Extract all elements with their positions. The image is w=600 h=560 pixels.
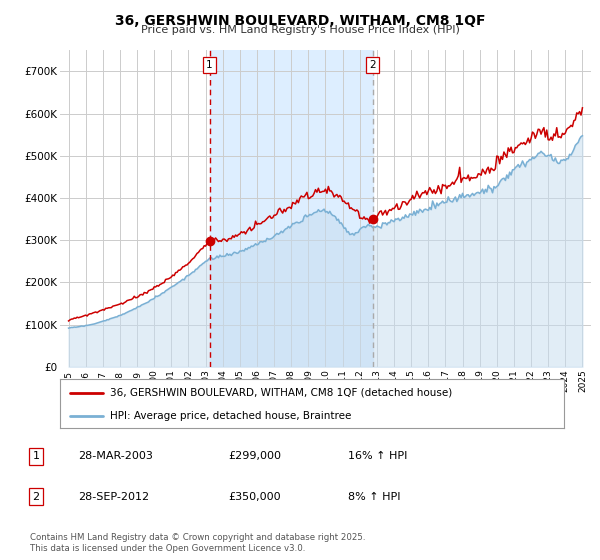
Text: 36, GERSHWIN BOULEVARD, WITHAM, CM8 1QF (detached house): 36, GERSHWIN BOULEVARD, WITHAM, CM8 1QF …: [110, 388, 452, 398]
Text: 8% ↑ HPI: 8% ↑ HPI: [348, 492, 401, 502]
Text: 28-MAR-2003: 28-MAR-2003: [78, 451, 153, 461]
Text: 1: 1: [32, 451, 40, 461]
Text: 2: 2: [369, 59, 376, 69]
Text: Price paid vs. HM Land Registry's House Price Index (HPI): Price paid vs. HM Land Registry's House …: [140, 25, 460, 35]
Text: Contains HM Land Registry data © Crown copyright and database right 2025.
This d: Contains HM Land Registry data © Crown c…: [30, 533, 365, 553]
Text: 36, GERSHWIN BOULEVARD, WITHAM, CM8 1QF: 36, GERSHWIN BOULEVARD, WITHAM, CM8 1QF: [115, 14, 485, 28]
Text: 2: 2: [32, 492, 40, 502]
Bar: [209, 50, 373, 367]
Text: 28-SEP-2012: 28-SEP-2012: [78, 492, 149, 502]
Text: 1: 1: [206, 59, 213, 69]
Text: HPI: Average price, detached house, Braintree: HPI: Average price, detached house, Brai…: [110, 411, 352, 421]
Text: £299,000: £299,000: [228, 451, 281, 461]
Text: £350,000: £350,000: [228, 492, 281, 502]
Text: 16% ↑ HPI: 16% ↑ HPI: [348, 451, 407, 461]
